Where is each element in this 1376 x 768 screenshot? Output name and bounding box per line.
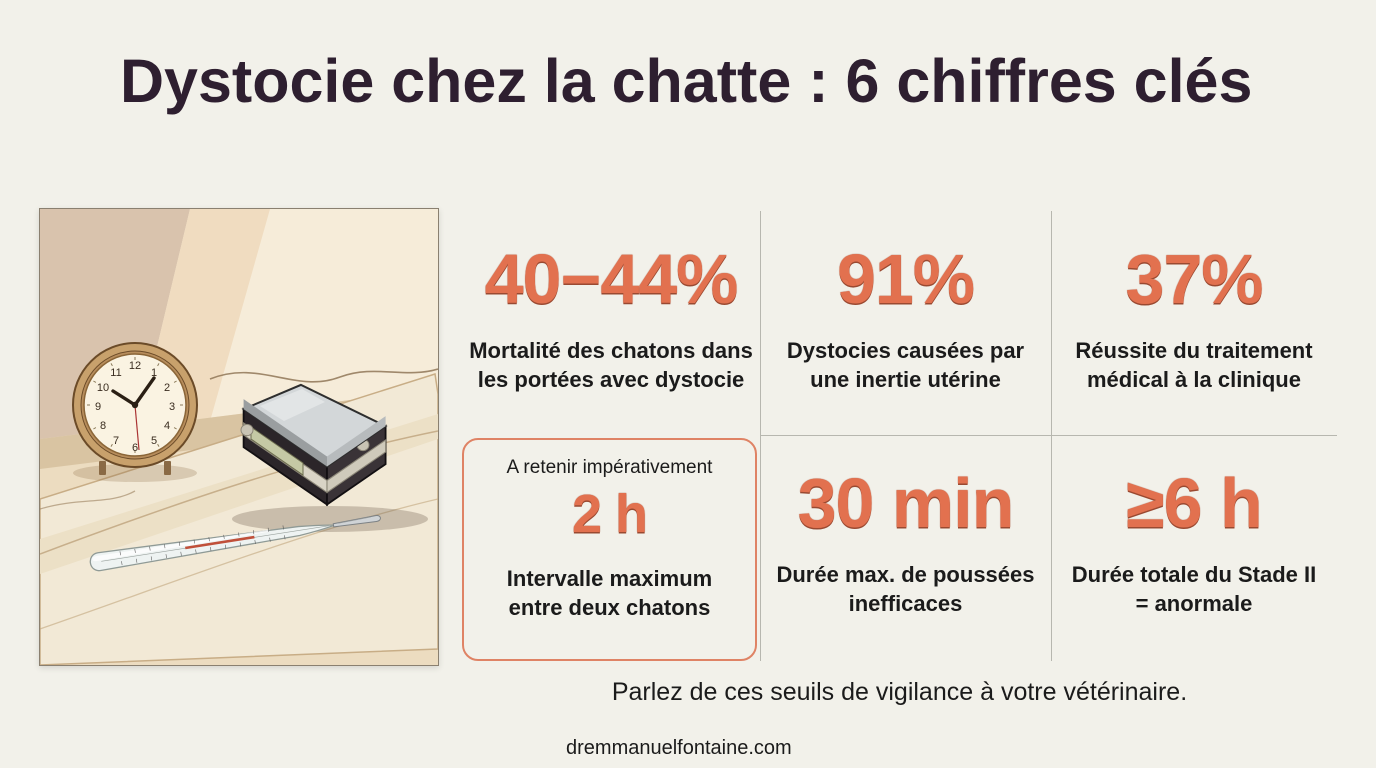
svg-text:5: 5 bbox=[151, 435, 157, 447]
svg-text:7: 7 bbox=[113, 435, 119, 447]
svg-text:3: 3 bbox=[169, 401, 175, 413]
svg-text:4: 4 bbox=[164, 420, 170, 432]
svg-text:2: 2 bbox=[164, 382, 170, 394]
svg-text:8: 8 bbox=[100, 420, 106, 432]
svg-text:12: 12 bbox=[129, 360, 141, 372]
svg-text:11: 11 bbox=[110, 367, 121, 379]
svg-text:9: 9 bbox=[95, 401, 101, 413]
svg-text:10: 10 bbox=[97, 382, 109, 394]
svg-text:6: 6 bbox=[132, 442, 138, 454]
